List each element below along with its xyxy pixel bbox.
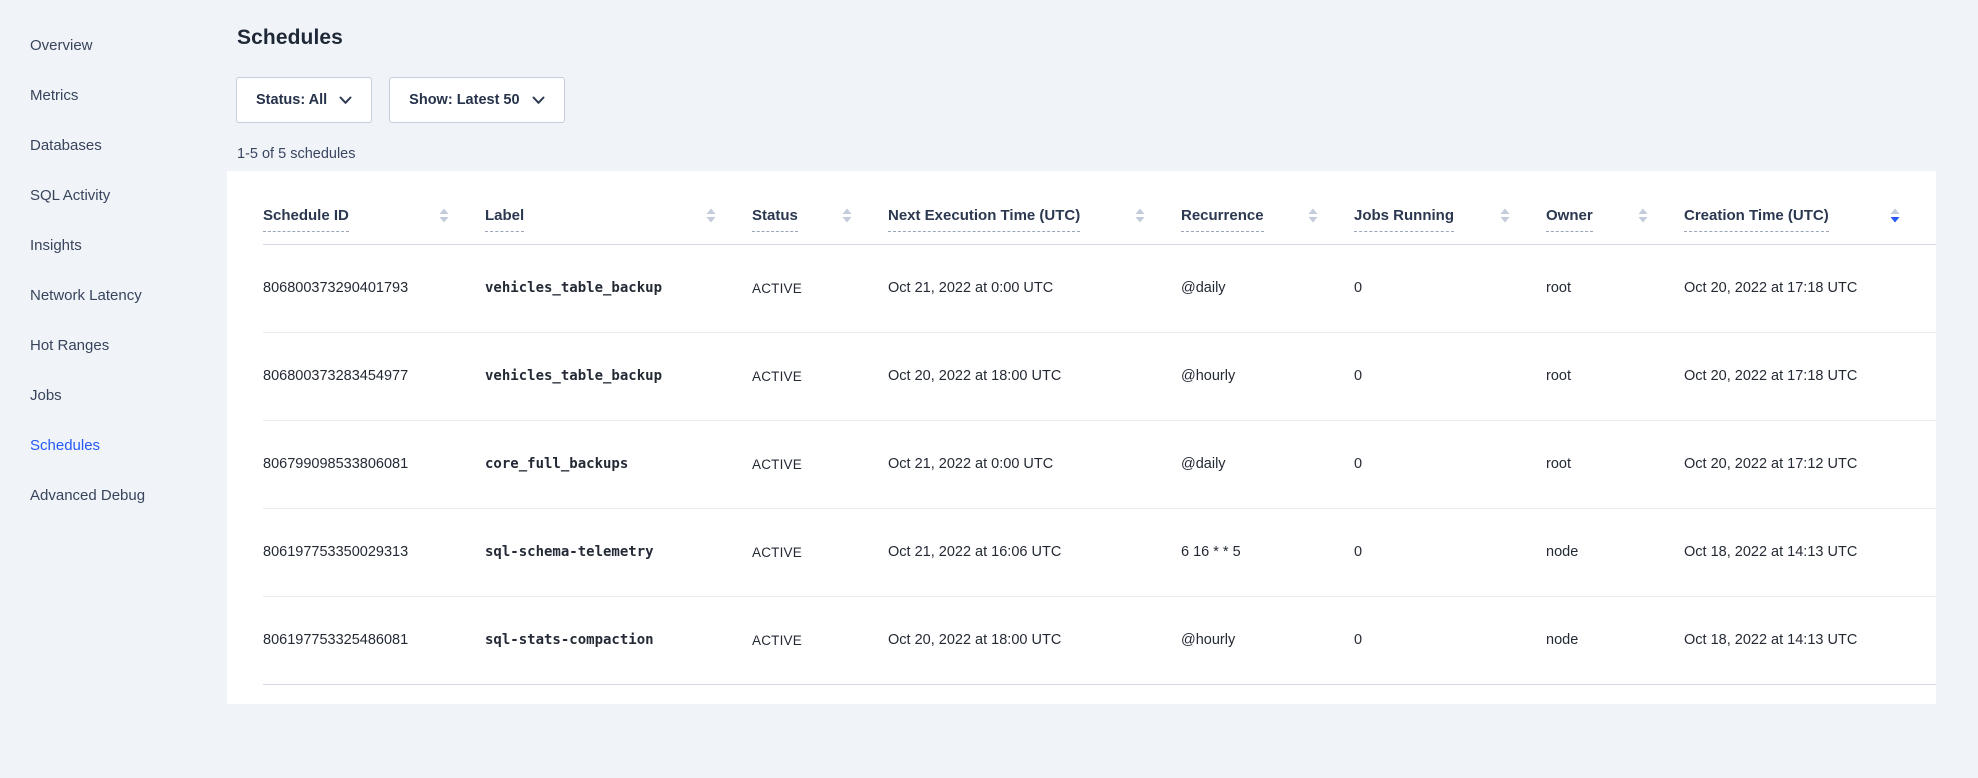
schedule-id-cell: 806800373290401793 — [263, 244, 485, 333]
sort-arrows-icon — [1135, 208, 1145, 222]
sidebar-item-databases[interactable]: Databases — [30, 137, 102, 154]
table-row: 806197753350029313 sql-schema-telemetry AC… — [263, 508, 1936, 597]
column-header-owner[interactable]: Owner — [1546, 171, 1684, 245]
sidebar-item-advanced-debug[interactable]: Advanced Debug — [30, 487, 146, 504]
recurrence-cell: @daily — [1181, 420, 1354, 509]
sidebar-item-hot-ranges[interactable]: Hot Ranges — [30, 337, 110, 354]
column-header-creation-time-utc[interactable]: Creation Time (UTC) — [1684, 171, 1936, 245]
creation-time-cell: Oct 20, 2022 at 17:18 UTC — [1684, 244, 1936, 333]
show-filter-label: Show: Latest 50 — [409, 92, 520, 108]
sidebar: Overview Metrics Databases SQL Activity Insi… — [30, 34, 220, 534]
recurrence-cell: @hourly — [1181, 332, 1354, 421]
filter-bar: Status: All Show: Latest 50 — [236, 77, 1936, 123]
sort-arrows-icon — [842, 208, 852, 222]
main-content: Schedules Status: All Show: Latest 50 1-… — [227, 0, 1936, 704]
table-row: 806800373283454977 vehicles_table_backup A… — [263, 332, 1936, 421]
status-filter-label: Status: All — [256, 92, 328, 108]
next-execution-cell: Oct 21, 2022 at 0:00 UTC — [888, 244, 1181, 333]
owner-cell: root — [1546, 244, 1684, 333]
sort-arrows-icon — [1890, 208, 1900, 222]
page-title: Schedules — [237, 26, 343, 49]
label-cell: sql-schema-telemetry — [485, 508, 752, 597]
sort-arrows-icon — [1308, 208, 1318, 222]
status-cell: ACTIVE — [752, 508, 888, 597]
jobs-running-cell: 0 — [1354, 332, 1546, 421]
jobs-running-cell: 0 — [1354, 244, 1546, 333]
schedule-id-cell: 806197753325486081 — [263, 596, 485, 685]
owner-cell: node — [1546, 508, 1684, 597]
creation-time-cell: Oct 20, 2022 at 17:18 UTC — [1684, 332, 1936, 421]
status-cell: ACTIVE — [752, 332, 888, 421]
jobs-running-cell: 0 — [1354, 596, 1546, 685]
sort-arrows-icon — [1638, 208, 1648, 222]
table-header-row: Schedule ID Label Status Next Execution Tim… — [263, 171, 1936, 245]
sidebar-item-sql-activity[interactable]: SQL Activity — [30, 187, 111, 204]
column-header-label: Owner — [1546, 207, 1593, 232]
schedule-id-cell: 806197753350029313 — [263, 508, 485, 597]
sidebar-item-network-latency[interactable]: Network Latency — [30, 287, 142, 304]
sidebar-item-schedules[interactable]: Schedules — [30, 437, 101, 454]
jobs-running-cell: 0 — [1354, 420, 1546, 509]
label-cell: sql-stats-compaction — [485, 596, 752, 685]
column-header-label: Schedule ID — [263, 207, 349, 232]
next-execution-cell: Oct 20, 2022 at 18:00 UTC — [888, 596, 1181, 685]
next-execution-cell: Oct 21, 2022 at 0:00 UTC — [888, 420, 1181, 509]
sort-arrows-icon — [706, 208, 716, 222]
table-row: 806800373290401793 vehicles_table_backup A… — [263, 244, 1936, 333]
column-header-status[interactable]: Status — [752, 171, 888, 245]
column-header-label: Creation Time (UTC) — [1684, 207, 1829, 232]
column-header-schedule-id[interactable]: Schedule ID — [263, 171, 485, 245]
status-cell: ACTIVE — [752, 420, 888, 509]
chevron-down-icon — [339, 96, 352, 104]
status-cell: ACTIVE — [752, 596, 888, 685]
creation-time-cell: Oct 18, 2022 at 14:13 UTC — [1684, 508, 1936, 597]
column-header-label: Label — [485, 207, 525, 232]
status-cell: ACTIVE — [752, 244, 888, 333]
recurrence-cell: @hourly — [1181, 596, 1354, 685]
chevron-down-icon — [532, 96, 545, 104]
creation-time-cell: Oct 20, 2022 at 17:12 UTC — [1684, 420, 1936, 509]
next-execution-cell: Oct 21, 2022 at 16:06 UTC — [888, 508, 1181, 597]
sort-arrows-icon — [439, 208, 449, 222]
column-header-next-execution-time-utc[interactable]: Next Execution Time (UTC) — [888, 171, 1181, 245]
sidebar-item-overview[interactable]: Overview — [30, 37, 93, 54]
column-header-label: Status — [752, 207, 798, 232]
schedule-id-cell: 806800373283454977 — [263, 332, 485, 421]
sidebar-item-insights[interactable]: Insights — [30, 237, 82, 254]
jobs-running-cell: 0 — [1354, 508, 1546, 597]
label-cell: core_full_backups — [485, 420, 752, 509]
sidebar-item-metrics[interactable]: Metrics — [30, 87, 79, 104]
recurrence-cell: @daily — [1181, 244, 1354, 333]
show-filter-dropdown[interactable]: Show: Latest 50 — [389, 77, 565, 123]
column-header-label: Recurrence — [1181, 207, 1264, 232]
column-header-recurrence[interactable]: Recurrence — [1181, 171, 1354, 245]
status-filter-dropdown[interactable]: Status: All — [236, 77, 373, 123]
column-header-label: Jobs Running — [1354, 207, 1454, 232]
sidebar-item-jobs[interactable]: Jobs — [30, 387, 62, 404]
label-cell: vehicles_table_backup — [485, 332, 752, 421]
column-header-label[interactable]: Label — [485, 171, 752, 245]
schedules-table: Schedule ID Label Status Next Execution Tim… — [263, 171, 1936, 685]
schedule-id-cell: 806799098533806081 — [263, 420, 485, 509]
owner-cell: node — [1546, 596, 1684, 685]
label-cell: vehicles_table_backup — [485, 244, 752, 333]
results-count: 1-5 of 5 schedules — [237, 146, 356, 162]
owner-cell: root — [1546, 332, 1684, 421]
table-row: 806197753325486081 sql-stats-compaction AC… — [263, 596, 1936, 685]
table-row: 806799098533806081 core_full_backups ACTIV… — [263, 420, 1936, 509]
next-execution-cell: Oct 20, 2022 at 18:00 UTC — [888, 332, 1181, 421]
schedules-table-card: Schedule ID Label Status Next Execution Tim… — [227, 171, 1936, 704]
column-header-label: Next Execution Time (UTC) — [888, 207, 1081, 232]
sort-arrows-icon — [1500, 208, 1510, 222]
column-header-jobs-running[interactable]: Jobs Running — [1354, 171, 1546, 245]
owner-cell: root — [1546, 420, 1684, 509]
recurrence-cell: 6 16 * * 5 — [1181, 508, 1354, 597]
creation-time-cell: Oct 18, 2022 at 14:13 UTC — [1684, 596, 1936, 685]
